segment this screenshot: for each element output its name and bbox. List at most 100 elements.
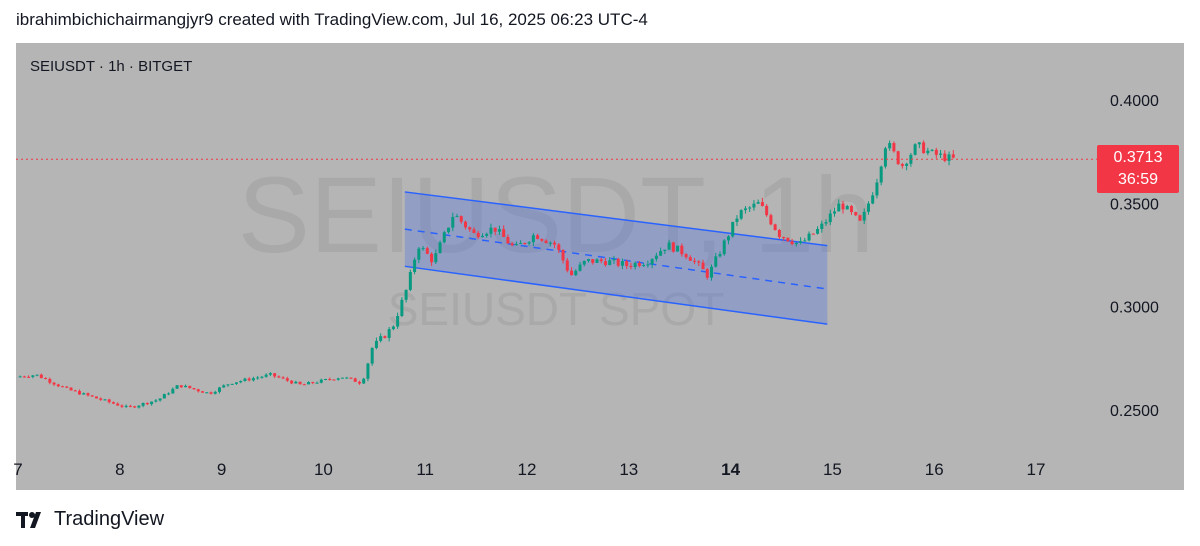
candle-body: [260, 376, 264, 378]
candle-body: [205, 392, 209, 394]
candle-body: [442, 232, 446, 243]
candle-body: [379, 336, 383, 341]
candle-body: [324, 379, 328, 381]
candle-body: [162, 394, 166, 399]
candle-body: [391, 326, 395, 330]
candle-body: [226, 384, 230, 386]
y-axis-label: 0.3000: [1110, 300, 1159, 317]
candle-body: [31, 375, 35, 377]
candle-body: [336, 378, 340, 380]
candle-body: [188, 385, 192, 389]
candle-body: [845, 206, 849, 210]
candle-body: [128, 405, 132, 407]
candle-body: [27, 376, 31, 378]
candle-body: [582, 260, 586, 265]
candle-body: [930, 149, 934, 151]
candle-body: [56, 384, 60, 387]
candle-body: [137, 405, 141, 408]
chart-frame[interactable]: [16, 43, 1184, 490]
candle-body: [671, 242, 675, 252]
candle-body: [243, 378, 247, 382]
candle-body: [468, 227, 472, 230]
candle-body: [290, 380, 294, 384]
candle-body: [726, 236, 730, 241]
candle-body: [285, 378, 289, 381]
candle-body: [688, 257, 692, 261]
candle-body: [184, 385, 188, 388]
candle-body: [625, 261, 629, 266]
candle-body: [472, 229, 476, 233]
candle-body: [676, 245, 680, 252]
footer: TradingView: [16, 508, 164, 531]
candle-body: [922, 142, 926, 154]
candle-body: [408, 272, 412, 290]
last-price-label: 0.3713 36:59: [1097, 145, 1179, 193]
channel-fill: [404, 191, 828, 325]
candle-body: [213, 391, 217, 394]
candle-body: [78, 390, 82, 395]
candle-body: [116, 403, 120, 406]
candle-body: [854, 212, 858, 216]
candle-body: [158, 398, 162, 401]
candle-body: [107, 399, 111, 403]
candle-body: [841, 203, 845, 210]
candle-body: [447, 227, 451, 233]
candle-body: [782, 237, 786, 239]
candle-body: [273, 373, 277, 377]
candle-body: [858, 215, 862, 221]
candle-body: [332, 379, 336, 381]
candle-body: [307, 382, 311, 385]
candle-body: [120, 405, 124, 407]
candle-body: [319, 379, 323, 383]
candle-body: [553, 242, 557, 245]
chart-author-header: ibrahimbichichairmangjyr9 created with T…: [16, 10, 648, 29]
candle-body: [417, 248, 421, 260]
channel-middle-line: [404, 228, 828, 290]
candle-body: [239, 381, 243, 383]
candle-body: [909, 154, 913, 164]
candle-body: [345, 377, 349, 379]
candle-body: [654, 255, 658, 260]
candle-body: [773, 224, 777, 230]
candle-body: [616, 258, 620, 266]
candle-body: [705, 269, 709, 278]
candle-body: [340, 377, 344, 379]
candle-body: [277, 376, 281, 378]
candle-body: [599, 259, 603, 262]
candle-body: [65, 386, 69, 388]
candle-body: [833, 211, 837, 214]
candle-body: [684, 254, 688, 258]
last-price-value: 0.3713: [1113, 149, 1163, 166]
candle-body: [595, 259, 599, 263]
candle-body: [527, 242, 531, 244]
candle-body: [489, 227, 493, 234]
candle-body: [209, 392, 213, 394]
candle-body: [900, 164, 904, 166]
candle-body: [896, 151, 900, 165]
x-axis-label: 17: [1027, 460, 1046, 479]
candle-body: [400, 299, 404, 316]
candle-body: [510, 243, 514, 246]
candle-body: [849, 206, 853, 213]
candle-body: [247, 378, 251, 381]
candle-body: [548, 242, 552, 244]
candle-body: [44, 378, 48, 380]
tradingview-logo-icon[interactable]: [16, 511, 46, 528]
candle-body: [565, 260, 569, 271]
candle-body: [574, 270, 578, 276]
candle-body: [35, 374, 39, 376]
candle-body: [926, 150, 930, 154]
candle-body: [311, 382, 315, 384]
candle-body: [413, 259, 417, 273]
candle-body: [154, 400, 158, 402]
candle-body: [718, 254, 722, 257]
candle-body: [497, 229, 501, 232]
candle-body: [680, 245, 684, 255]
candle-body: [892, 143, 896, 152]
candle-body: [777, 229, 781, 238]
candle-body: [697, 261, 701, 263]
y-axis-label: 0.3500: [1110, 196, 1159, 213]
watermark-market: SEIUSDT SPOT: [388, 283, 725, 335]
candle-body: [807, 233, 811, 241]
